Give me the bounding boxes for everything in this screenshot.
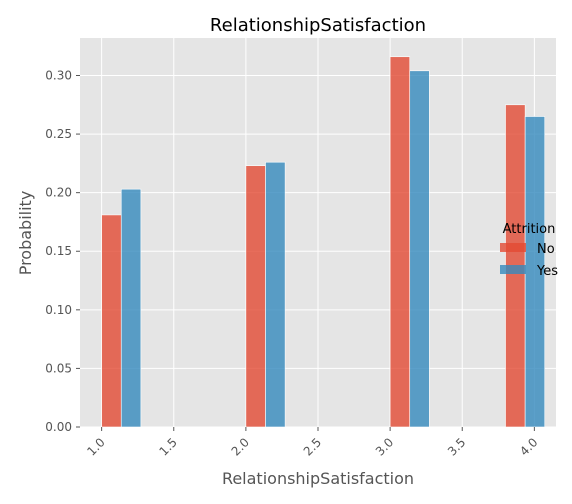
y-tick-label: 0.00 bbox=[45, 420, 72, 434]
y-tick-label: 0.25 bbox=[45, 127, 72, 141]
chart-title: RelationshipSatisfaction bbox=[210, 15, 426, 36]
bar-no bbox=[390, 57, 410, 427]
y-tick-label: 0.10 bbox=[45, 303, 72, 317]
y-tick-label: 0.05 bbox=[45, 361, 72, 375]
bar-no bbox=[246, 166, 266, 427]
x-axis-label: RelationshipSatisfaction bbox=[222, 469, 414, 488]
bar-yes bbox=[265, 162, 285, 427]
x-tick-label: 4.0 bbox=[517, 435, 540, 458]
y-tick-label: 0.20 bbox=[45, 186, 72, 200]
y-axis-ticks: 0.00 0.05 0.10 0.15 0.20 0.25 0.30 bbox=[45, 68, 80, 434]
bar-no bbox=[102, 215, 122, 427]
x-tick-label: 2.0 bbox=[229, 435, 252, 458]
bar-yes bbox=[410, 71, 430, 427]
x-tick-label: 3.0 bbox=[373, 435, 396, 458]
x-axis-ticks: 1.0 1.5 2.0 2.5 3.0 3.5 4.0 bbox=[84, 427, 540, 459]
legend-label-yes: Yes bbox=[536, 264, 558, 279]
y-tick-label: 0.30 bbox=[45, 68, 72, 82]
x-tick-label: 3.5 bbox=[445, 435, 468, 458]
legend-swatch-no bbox=[500, 243, 526, 252]
bar-yes bbox=[121, 189, 141, 427]
x-tick-label: 1.5 bbox=[156, 435, 179, 458]
legend-label-no: No bbox=[537, 242, 555, 257]
y-axis-label: Probability bbox=[16, 191, 35, 276]
x-tick-label: 2.5 bbox=[301, 435, 324, 458]
legend-title: Attrition bbox=[503, 222, 556, 237]
legend-swatch-yes bbox=[500, 265, 526, 274]
x-tick-label: 1.0 bbox=[84, 435, 107, 458]
y-tick-label: 0.15 bbox=[45, 244, 72, 258]
